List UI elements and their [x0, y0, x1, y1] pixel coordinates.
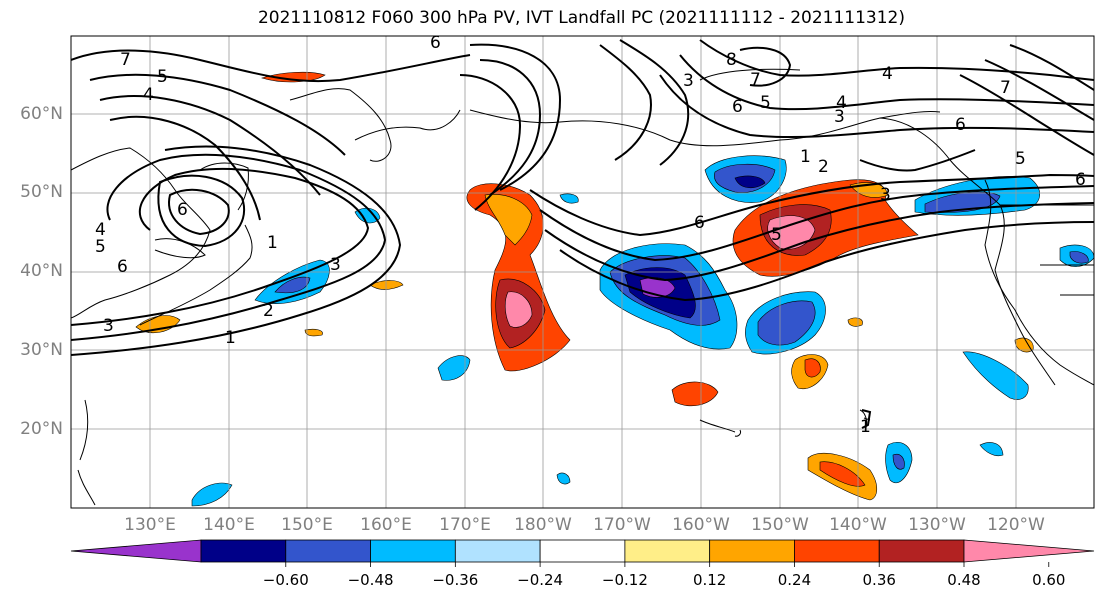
colorbar-swatch: [200, 539, 287, 563]
colorbar-tick-label: −0.36: [432, 571, 479, 589]
colorbar-extend-low: [70, 539, 202, 563]
coastline-kamchatka-alaska: [289, 88, 392, 162]
contour-label: 3: [330, 255, 341, 275]
lon-label: 150°W: [751, 515, 809, 535]
lon-label: 160°W: [672, 515, 730, 535]
colorbar-swatch: [285, 539, 371, 563]
contour-label: 4: [836, 93, 847, 113]
contour-label: 7: [1000, 78, 1011, 98]
contour-label: 6: [177, 200, 188, 220]
contour-label-group: 7 4 5 6 8 7 6 5 4 3 4 7 6 5 6 3 1 2 3 6 …: [95, 33, 1086, 437]
contour-label: 5: [771, 225, 782, 245]
colorbar-tick-label: −0.24: [517, 571, 564, 589]
contour-label: 6: [955, 115, 966, 135]
contour-label: 1: [860, 417, 871, 437]
contour-label: 5: [95, 237, 106, 257]
contour-label: 3: [103, 316, 114, 336]
contour-label: 3: [834, 107, 845, 127]
colorbar-swatch: [878, 539, 965, 563]
colorbar-swatch: [624, 539, 711, 563]
contour-label: 6: [117, 257, 128, 277]
colorbar-tick-label: −0.48: [347, 571, 394, 589]
colorbar-swatch: [370, 539, 456, 563]
lon-label: 130°E: [124, 515, 176, 535]
colorbar-tick-label: 0.48: [947, 571, 981, 589]
lon-label: 170°W: [593, 515, 651, 535]
colorbar-extend-high: [963, 539, 1095, 563]
colorbar-swatch: [794, 539, 880, 563]
colorbar-swatch: [709, 539, 795, 563]
lon-label: 130°W: [908, 515, 966, 535]
contour-label: 5: [157, 67, 168, 87]
colorbar: [70, 539, 1095, 567]
lat-label-20n: 20°N: [20, 419, 63, 439]
contour-label: 4: [143, 85, 154, 105]
contour-label: 8: [726, 50, 737, 70]
lat-label-40n: 40°N: [20, 261, 63, 281]
streamline-contours: [71, 39, 1094, 356]
contour-label: 4: [882, 64, 893, 84]
colorbar-tick-label: 0.60: [1032, 571, 1066, 589]
coastline-aleutians: [469, 109, 1056, 386]
colorbar-tick-label: −0.12: [601, 571, 648, 589]
colorbar-tick-label: 0.12: [692, 571, 727, 589]
coastline-asia: [71, 147, 211, 319]
lat-label-60n: 60°N: [20, 104, 63, 124]
colorbar-tick-label: 0.24: [777, 571, 812, 589]
contour-label: 1: [225, 328, 236, 348]
contour-label: 3: [880, 185, 891, 205]
contour-label: 7: [750, 70, 761, 90]
colorbar-swatch: [454, 539, 541, 563]
contour-label: 6: [732, 97, 743, 117]
contour-label: 5: [1015, 149, 1026, 169]
contour-label: 2: [818, 157, 829, 177]
lat-label-50n: 50°N: [20, 182, 63, 202]
contour-label: 3: [683, 71, 694, 91]
graticule: [71, 36, 1094, 508]
contour-label: 1: [800, 147, 811, 167]
map-title: 2021110812 F060 300 hPa PV, IVT Landfall…: [257, 8, 905, 28]
lon-label: 150°E: [281, 515, 333, 535]
contour-label: 7: [120, 50, 131, 70]
contour-label: 6: [1075, 170, 1086, 190]
lon-label: 120°W: [987, 515, 1045, 535]
contour-label: 5: [760, 93, 771, 113]
contour-label: 6: [694, 213, 705, 233]
map-frame: [70, 35, 1095, 509]
lon-label: 160°E: [360, 515, 412, 535]
contour-label: 4: [95, 220, 106, 240]
positive-anomaly-core-northeast: [767, 215, 816, 250]
contour-label: 6: [430, 33, 441, 53]
contour-label: 1: [267, 233, 278, 253]
lon-label: 170°E: [439, 515, 491, 535]
coastline-na-west: [984, 179, 1094, 386]
positive-anomaly-core-dateline: [504, 291, 533, 328]
lat-label-30n: 30°N: [20, 340, 63, 360]
colorbar-tick-label: −0.60: [262, 571, 309, 589]
lon-label: 180°W: [514, 515, 572, 535]
lon-label: 140°W: [829, 515, 887, 535]
colorbar-tick-label: 0.36: [862, 571, 896, 589]
contour-label: 2: [263, 301, 274, 321]
lon-label: 140°E: [203, 515, 255, 535]
colorbar-swatch: [539, 539, 626, 563]
